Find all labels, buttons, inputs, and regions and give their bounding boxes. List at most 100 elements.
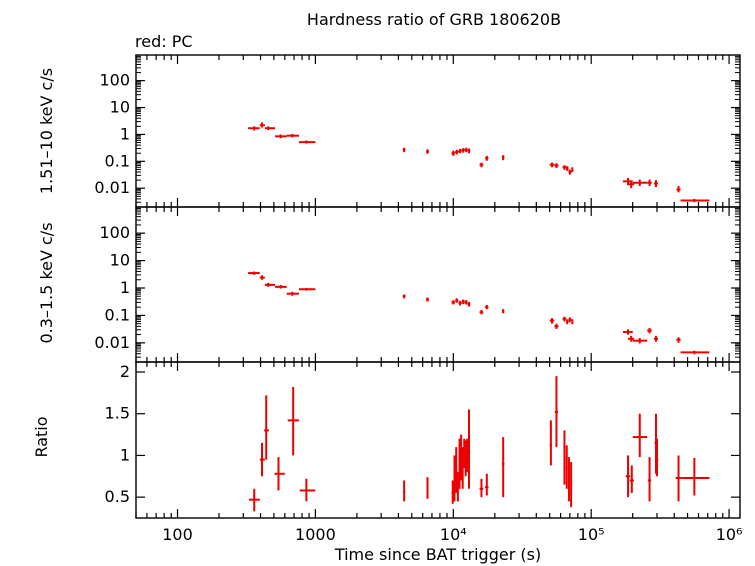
data-point bbox=[554, 163, 559, 169]
data-point bbox=[467, 409, 471, 489]
data-point bbox=[458, 438, 461, 489]
data-point bbox=[563, 430, 566, 485]
data-point bbox=[286, 133, 299, 138]
data-point bbox=[299, 478, 316, 502]
data-point bbox=[680, 198, 710, 203]
panel-soft: 100 10 1 0.1 0.01 bbox=[94, 206, 741, 363]
data-point bbox=[566, 166, 569, 171]
data-point bbox=[653, 180, 658, 188]
data-point bbox=[402, 147, 406, 153]
data-point bbox=[562, 165, 567, 170]
data-point bbox=[485, 304, 489, 310]
data-point bbox=[451, 300, 456, 305]
y-tick-label: 0.01 bbox=[94, 333, 130, 352]
y-tick-label: 1 bbox=[120, 124, 130, 143]
data-point bbox=[625, 455, 631, 498]
data-point bbox=[568, 169, 572, 175]
data-point bbox=[287, 387, 299, 456]
data-point bbox=[456, 472, 459, 502]
data-point bbox=[466, 438, 469, 473]
data-point bbox=[676, 186, 681, 193]
ratio-panel-y-label: Ratio bbox=[32, 416, 51, 457]
data-point bbox=[259, 122, 265, 128]
data-point bbox=[461, 148, 465, 153]
data-point bbox=[622, 329, 633, 335]
data-point bbox=[426, 149, 429, 154]
data-point bbox=[632, 338, 648, 344]
data-point bbox=[571, 167, 574, 173]
data-point bbox=[274, 457, 285, 491]
data-point bbox=[458, 148, 462, 154]
data-point bbox=[464, 300, 468, 305]
data-point bbox=[259, 275, 265, 280]
data-point bbox=[479, 478, 484, 498]
data-point bbox=[458, 300, 462, 306]
data-point bbox=[501, 155, 505, 161]
data-point bbox=[549, 162, 555, 168]
y-tick-label: 0.5 bbox=[105, 487, 130, 506]
data-point bbox=[298, 287, 316, 291]
data-point bbox=[259, 442, 265, 477]
data-point bbox=[647, 179, 652, 187]
x-axis-label: Time since BAT trigger (s) bbox=[334, 545, 541, 564]
data-point bbox=[549, 420, 553, 466]
data-point bbox=[479, 309, 484, 315]
panel-frame bbox=[135, 361, 741, 519]
y-tick-label: 0.01 bbox=[94, 178, 130, 197]
y-tick-label: 1.5 bbox=[105, 404, 130, 423]
x-tick-label: 1000 bbox=[295, 525, 336, 544]
data-point bbox=[655, 438, 659, 477]
chart-title: Hardness ratio of GRB 180620B bbox=[307, 10, 561, 29]
data-point bbox=[264, 126, 276, 131]
data-point bbox=[264, 395, 269, 460]
data-point bbox=[632, 179, 648, 187]
soft-panel-y-label: 0.3–1.5 keV c/s bbox=[37, 222, 56, 343]
data-point bbox=[485, 473, 489, 496]
data-point bbox=[571, 319, 574, 325]
data-point bbox=[467, 148, 471, 154]
y-tick-label: 1 bbox=[120, 445, 130, 464]
y-tick-label: 10 bbox=[110, 98, 130, 117]
data-point bbox=[485, 155, 489, 161]
chart-subtitle: red: PC bbox=[135, 32, 193, 51]
data-point bbox=[501, 437, 505, 498]
data-point bbox=[248, 271, 260, 275]
x-tick-label: 10⁶ bbox=[716, 525, 743, 544]
data-point bbox=[286, 291, 299, 296]
data-point bbox=[647, 327, 652, 334]
data-point bbox=[629, 465, 634, 493]
y-tick-label: 0.1 bbox=[105, 151, 130, 170]
y-tick-label: 2 bbox=[120, 362, 130, 381]
hard-panel-y-label: 1.51–10 keV c/s bbox=[37, 68, 56, 194]
data-point bbox=[275, 134, 287, 139]
data-point bbox=[467, 301, 471, 307]
data-point bbox=[426, 297, 429, 302]
panel-ratio: 2 1.5 1 0.5 bbox=[105, 361, 741, 519]
y-tick-label: 100 bbox=[99, 223, 130, 242]
data-point bbox=[479, 162, 484, 168]
data-point bbox=[402, 294, 406, 299]
data-point bbox=[549, 318, 555, 324]
data-point bbox=[565, 445, 568, 489]
data-point bbox=[653, 335, 658, 342]
data-point bbox=[451, 150, 456, 156]
data-point bbox=[461, 299, 465, 305]
data-point bbox=[568, 317, 572, 323]
data-point bbox=[628, 335, 635, 342]
data-point bbox=[681, 457, 710, 496]
x-tick-label: 10⁵ bbox=[578, 525, 605, 544]
data-point bbox=[647, 457, 652, 502]
x-tick-label: 10⁴ bbox=[440, 525, 467, 544]
data-point bbox=[676, 337, 681, 343]
data-point bbox=[570, 462, 573, 508]
data-point bbox=[461, 447, 464, 489]
y-tick-label: 0.1 bbox=[105, 305, 130, 324]
y-tick-label: 10 bbox=[110, 251, 130, 270]
data-point bbox=[566, 319, 569, 325]
data-point bbox=[460, 434, 463, 481]
data-point bbox=[455, 298, 459, 303]
data-point bbox=[567, 457, 570, 502]
data-point bbox=[501, 309, 505, 314]
